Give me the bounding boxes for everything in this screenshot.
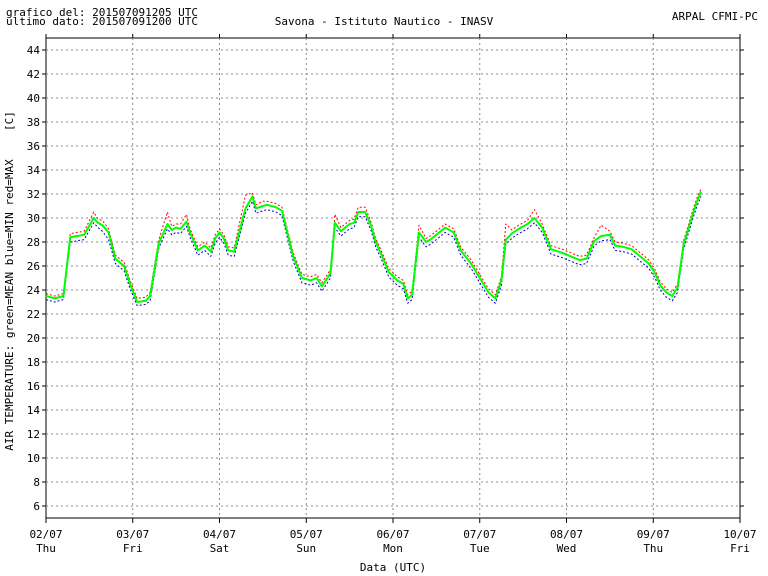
y-tick-label: 42 xyxy=(27,68,40,81)
y-tick-label: 44 xyxy=(27,44,41,57)
y-tick-label: 36 xyxy=(27,140,40,153)
y-axis: 6 8 10 12 14 16 18 20 22 24 26 28 30 32 34 36 38 40 42 44 xyxy=(27,44,744,513)
y-tick-label: 40 xyxy=(27,92,40,105)
x-tick-day: Mon xyxy=(383,542,403,555)
y-tick-label: 24 xyxy=(27,284,41,297)
x-axis: 02/07Thu03/07Fri04/07Sat05/07Sun06/07Mon… xyxy=(29,34,757,555)
y-tick-label: 8 xyxy=(33,476,40,489)
x-tick-day: Tue xyxy=(470,542,490,555)
x-tick-date: 02/07 xyxy=(29,528,62,541)
x-tick-date: 10/07 xyxy=(723,528,756,541)
y-tick-label: 16 xyxy=(27,380,40,393)
x-tick-date: 03/07 xyxy=(116,528,149,541)
y-tick-label: 6 xyxy=(33,500,40,513)
y-tick-label: 10 xyxy=(27,452,40,465)
y-tick-label: 34 xyxy=(27,164,41,177)
series-group xyxy=(45,188,702,307)
series-line-mean xyxy=(45,191,702,303)
y-tick-label: 28 xyxy=(27,236,40,249)
x-tick-day: Thu xyxy=(36,542,56,555)
y-tick-label: 18 xyxy=(27,356,40,369)
x-tick-day: Fri xyxy=(123,542,143,555)
x-tick-day: Wed xyxy=(557,542,577,555)
x-axis-label: Data (UTC) xyxy=(360,561,426,574)
x-tick-day: Thu xyxy=(643,542,663,555)
station-title: Savona - Istituto Nautico - INASV xyxy=(274,15,494,28)
x-tick-date: 08/07 xyxy=(550,528,583,541)
y-tick-label: 20 xyxy=(27,332,40,345)
x-tick-date: 06/07 xyxy=(376,528,409,541)
y-tick-label: 26 xyxy=(27,260,40,273)
y-tick-label: 14 xyxy=(27,404,41,417)
x-tick-date: 07/07 xyxy=(463,528,496,541)
y-tick-label: 32 xyxy=(27,188,40,201)
x-tick-date: 05/07 xyxy=(290,528,323,541)
x-tick-day: Fri xyxy=(730,542,750,555)
x-tick-date: 04/07 xyxy=(203,528,236,541)
series-line-max xyxy=(45,188,702,299)
y-axis-label: AIR TEMPERATURE: green=MEAN blue=MIN red… xyxy=(3,159,16,451)
y-tick-label: 38 xyxy=(27,116,40,129)
x-tick-date: 09/07 xyxy=(637,528,670,541)
last-data-label: ultimo dato: 201507091200 UTC xyxy=(6,15,199,28)
x-tick-day: Sat xyxy=(210,542,230,555)
series-line-min xyxy=(45,196,702,307)
unit-label: [C] xyxy=(3,111,16,131)
x-tick-day: Sun xyxy=(296,542,316,555)
graph-time-label: grafico del: 201507091205 UTC xyxy=(6,6,199,19)
grid xyxy=(46,38,740,518)
agency-label: ARPAL CFMI-PC xyxy=(671,10,758,23)
y-tick-label: 12 xyxy=(27,428,40,441)
y-tick-label: 30 xyxy=(27,212,40,225)
y-tick-label: 22 xyxy=(27,308,40,321)
